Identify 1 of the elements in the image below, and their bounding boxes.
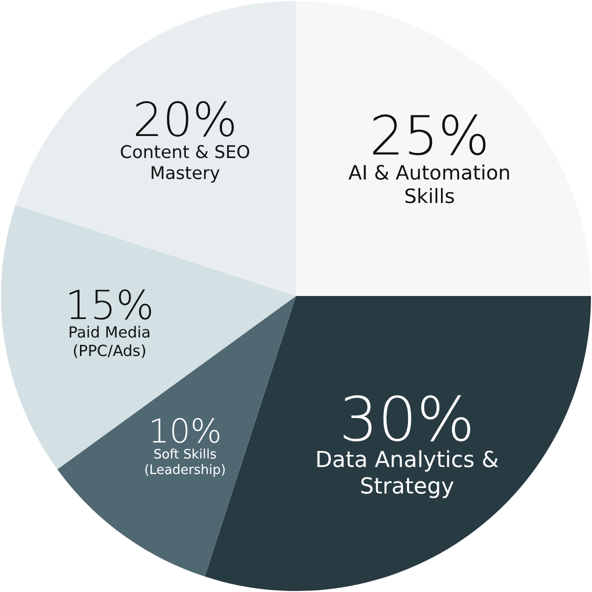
- slice-label: Soft Skills (Leadership): [144, 447, 226, 478]
